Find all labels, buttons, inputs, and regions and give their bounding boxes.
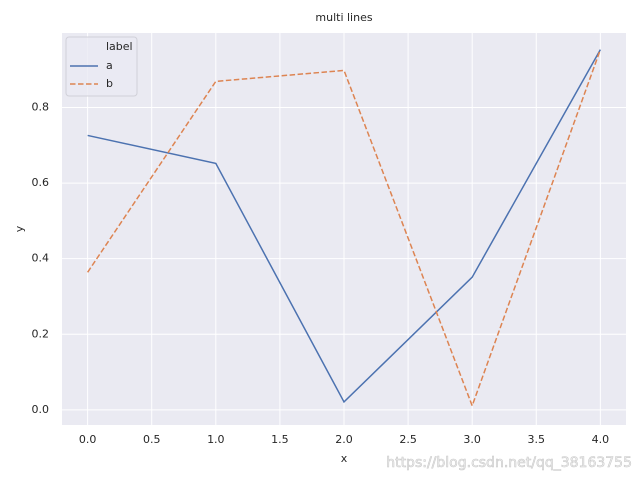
legend: label ab [65,36,138,97]
x-tick-label: 2.5 [399,433,417,446]
series-line [87,49,602,404]
chart-title: multi lines [315,11,372,24]
grid [62,33,626,425]
y-tick-label: 0.6 [32,176,50,189]
series-line [87,49,602,408]
x-tick-label: 0.5 [143,433,161,446]
legend-title: label [106,40,133,53]
x-tick-label: 2.0 [335,433,353,446]
x-axis-label: x [341,452,348,465]
y-tick-label: 0.2 [32,327,50,340]
y-tick-label: 0.0 [32,403,50,416]
x-tick-label: 3.5 [528,433,546,446]
x-tick-label: 0.0 [79,433,97,446]
x-tick-label: 1.5 [271,433,289,446]
legend-label: b [106,77,113,90]
x-tick-label: 4.0 [592,433,610,446]
x-tick-label: 3.0 [463,433,481,446]
y-axis-label: y [13,225,26,232]
x-tick-label: 1.0 [207,433,225,446]
legend-box [65,36,138,97]
legend-label: a [106,59,113,72]
y-tick-label: 0.8 [32,100,50,113]
lines [87,49,602,408]
y-tick-label: 0.4 [32,252,50,265]
watermark: https://blog.csdn.net/qq_38163755 [386,455,632,471]
